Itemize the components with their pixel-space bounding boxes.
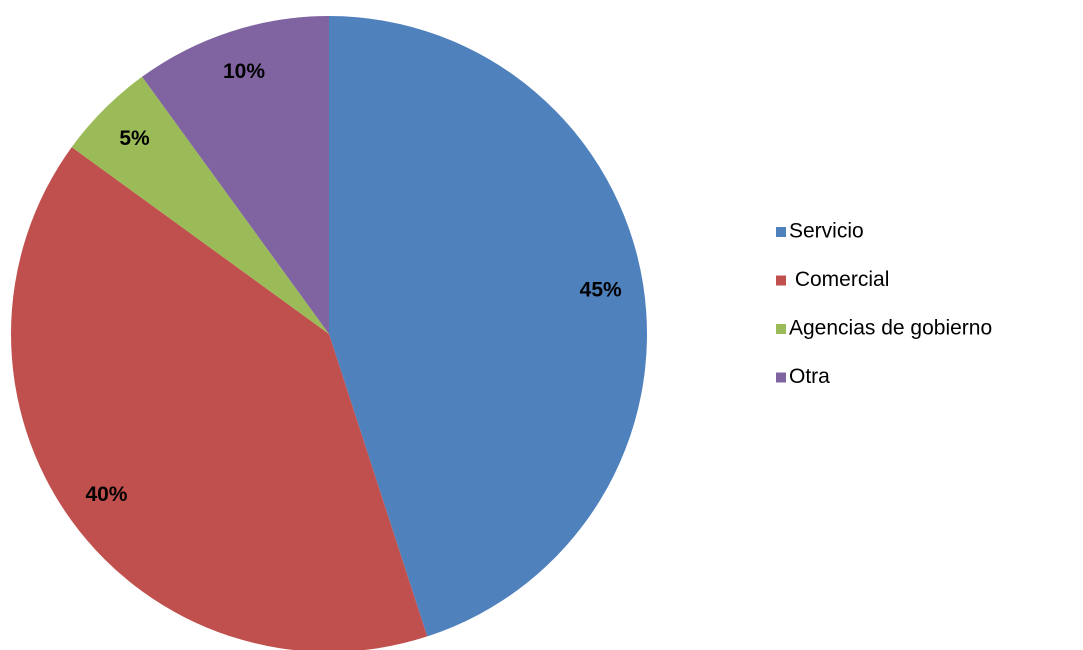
legend-label: Otra [789,365,830,388]
legend-swatch [776,275,786,286]
legend-swatch [776,227,786,237]
legend-label: Agencias de gobierno [789,317,992,340]
value-label: 40% [85,483,127,506]
pie-slice [11,147,428,650]
legend-label: Comercial [789,268,889,291]
pie-slice [142,16,329,334]
pie-slice [71,76,329,334]
value-label: 45% [580,279,622,302]
legend-swatch [776,372,786,383]
value-label: 5% [119,127,150,150]
pie-slice [329,16,647,637]
legend-swatch [776,324,786,334]
value-label: 10% [223,60,265,83]
legend-label: Servicio [789,220,864,243]
